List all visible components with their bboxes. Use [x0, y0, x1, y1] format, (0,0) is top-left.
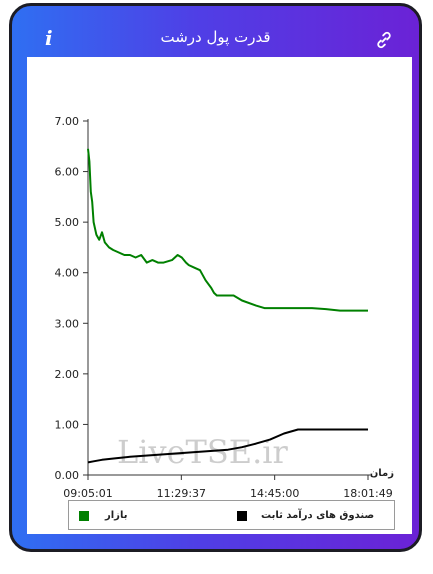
y-tick-label-6: 6.00 [55, 166, 80, 179]
y-tick-label-7: 7.00 [55, 115, 80, 128]
legend-item-fixed-income[interactable]: صندوق های درآمد ثابت [237, 509, 387, 523]
line-chart: LiveTSE.ir0.001.002.003.004.005.006.007.… [55, 115, 395, 500]
series-line-0 [87, 148, 368, 312]
legend-label-market: بازار [105, 510, 128, 521]
y-tick-label-0: 0.00 [55, 469, 80, 482]
y-tick-label-2: 2.00 [55, 368, 80, 381]
link-icon[interactable] [374, 30, 394, 50]
info-icon[interactable]: i [45, 26, 53, 50]
legend-swatch-market [79, 511, 89, 521]
card-title: قدرت پول درشت [160, 28, 271, 46]
chart-legend: بازار صندوق های درآمد ثابت [68, 500, 395, 530]
y-tick-label-1: 1.00 [55, 418, 80, 431]
x-tick-label-1: 11:29:37 [157, 487, 206, 500]
x-tick-label-2: 14:45:00 [250, 487, 299, 500]
y-tick-label-4: 4.00 [55, 267, 80, 280]
y-tick-label-3: 3.00 [55, 317, 80, 330]
series-line-1 [87, 428, 368, 464]
legend-item-market[interactable]: بازار [79, 509, 159, 523]
x-tick-label-0: 09:05:01 [63, 487, 112, 500]
legend-swatch-fixed-income [237, 511, 247, 521]
card-header: i قدرت پول درشت [12, 6, 419, 60]
chart-panel: LiveTSE.ir 0.00 1.00 2.00 3.00 4.00 5.00 6.00 7.… [27, 57, 412, 534]
x-axis-label: زمان [370, 468, 394, 479]
x-tick-label-3: 18:01:49 [343, 487, 392, 500]
y-tick-label-5: 5.00 [55, 216, 80, 229]
legend-label-fixed-income: صندوق های درآمد ثابت [261, 510, 375, 521]
indicator-card: i قدرت پول درشت LiveTSE.ir 0.00 1.00 2.00 3.… [9, 3, 422, 552]
